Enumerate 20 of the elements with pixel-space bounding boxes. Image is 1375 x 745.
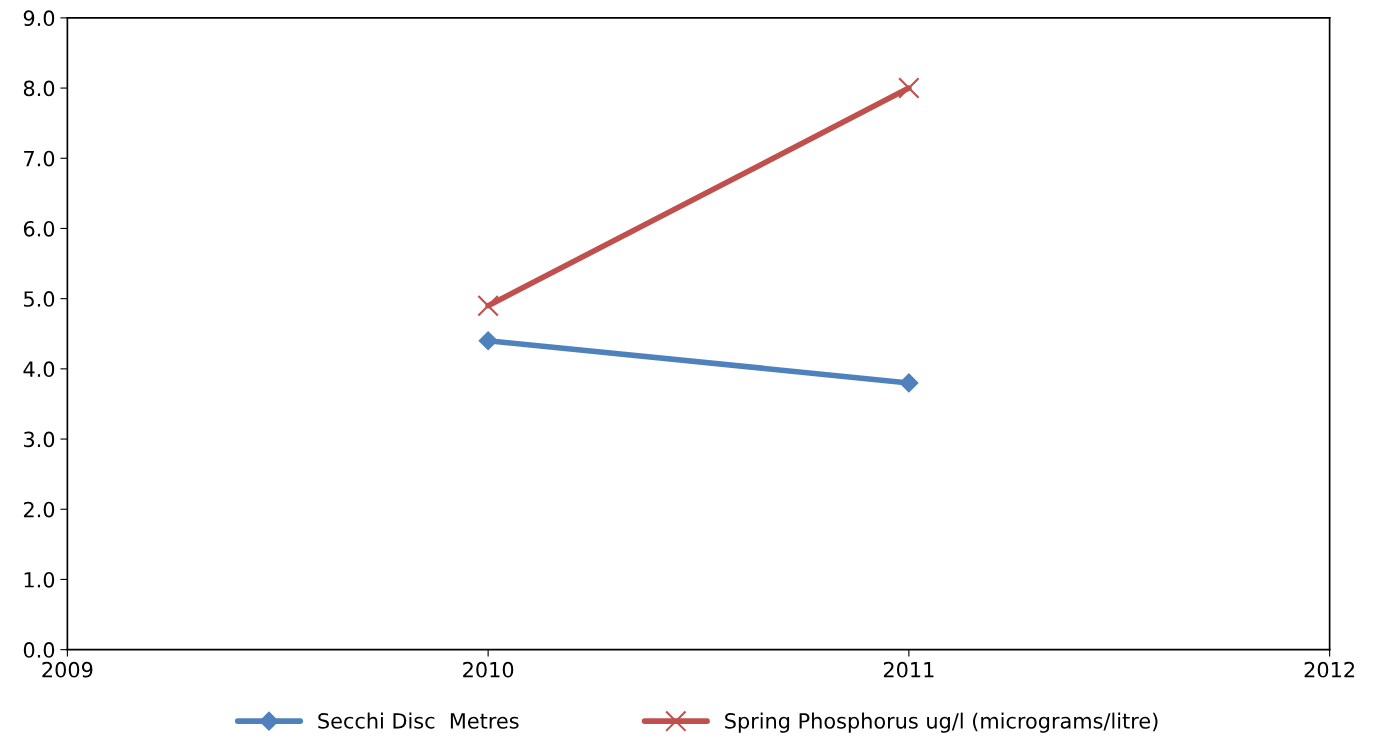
x-tick-label: 2012 [1304,661,1355,678]
point [477,294,499,317]
y-tick-label: 4.0 [23,361,55,378]
legend-label: Secchi Disc Metres [318,712,519,729]
legend-label: Spring Phosphorus ug/l (micrograms/litre) [725,712,1158,733]
x-tick-label: 2009 [42,661,93,678]
x-tick-label: 2011 [883,661,934,678]
x-tick-label: 2010 [463,661,514,678]
y-tick-label: 9.0 [23,10,55,27]
point [899,373,919,393]
y-tick-label: 2.0 [23,501,55,518]
y-tick-label: 8.0 [23,80,55,97]
y-tick-label: 7.0 [24,150,55,167]
y-tick-label: 5.0 [24,291,55,307]
y-tick-label: 3.0 [24,431,55,448]
y-tick-label: 0.0 [23,642,55,658]
y-tick-label: 1.0 [24,571,55,588]
point [478,331,498,351]
y-tick-label: 6.0 [23,220,55,237]
point [898,77,920,99]
